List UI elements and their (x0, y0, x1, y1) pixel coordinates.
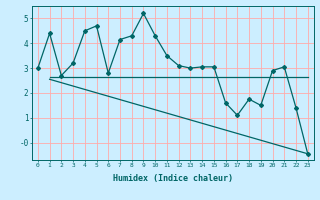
X-axis label: Humidex (Indice chaleur): Humidex (Indice chaleur) (113, 174, 233, 183)
